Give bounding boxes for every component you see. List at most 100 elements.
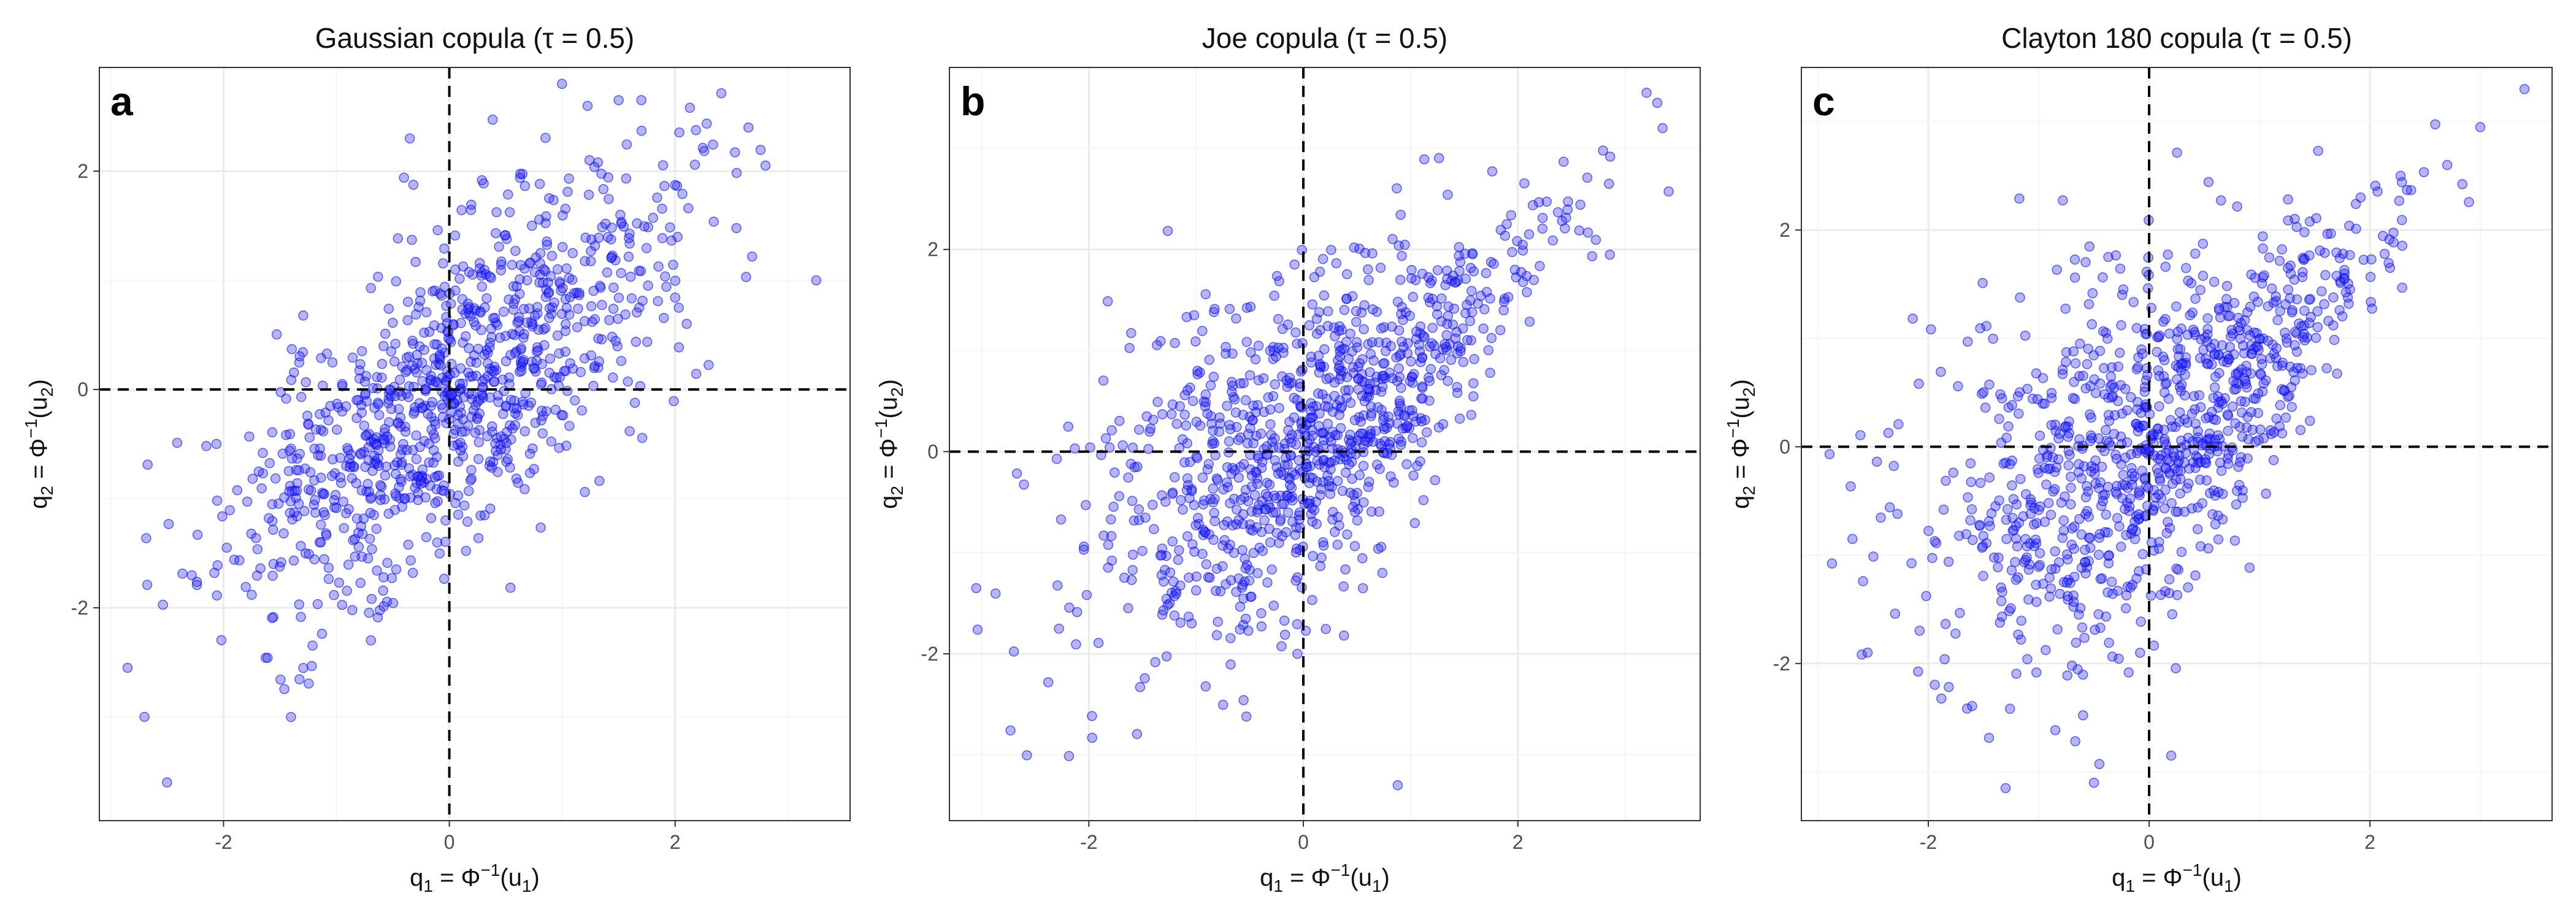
scatter-point (321, 530, 332, 541)
scatter-point (464, 267, 475, 278)
scatter-point (508, 281, 519, 292)
panel-border (99, 67, 851, 821)
scatter-point (2068, 346, 2079, 357)
scatter-point (2231, 384, 2242, 394)
scatter-point (552, 264, 563, 275)
scatter-point (2321, 363, 2332, 374)
scatter-point (672, 231, 683, 242)
scatter-point (402, 315, 413, 326)
scatter-point (1341, 269, 1352, 280)
scatter-point (2231, 369, 2241, 380)
scatter-point (2519, 84, 2530, 94)
scatter-point (643, 280, 653, 291)
scatter-point (1524, 316, 1535, 327)
scatter-point (2061, 347, 2072, 358)
scatter-point (431, 376, 441, 387)
scatter-point (631, 336, 642, 347)
scatter-point (972, 624, 983, 635)
scatter-point (1604, 178, 1614, 189)
scatter-point (288, 555, 299, 566)
scatter-point (2316, 286, 2327, 297)
scatter-point (232, 485, 243, 496)
scatter-point (366, 594, 377, 604)
scatter-point (303, 484, 314, 495)
scatter-point (162, 777, 172, 788)
scatter-point (275, 674, 286, 685)
scatter-point (2234, 480, 2245, 491)
scatter-point (1930, 535, 1940, 546)
scatter-point (1201, 559, 1212, 570)
x-tick-label: 2 (1512, 831, 1524, 853)
scatter-point (2232, 201, 2242, 212)
scatter-point (2192, 524, 2203, 535)
scatter-point (1440, 280, 1451, 291)
scatter-point (1319, 435, 1329, 446)
scatter-point (2053, 454, 2064, 465)
scatter-point (1974, 519, 1985, 531)
scatter-point (142, 580, 153, 590)
scatter-points (1824, 84, 2530, 794)
scatter-point (2214, 367, 2225, 378)
scatter-point (292, 478, 302, 489)
scatter-point (391, 276, 402, 287)
scatter-point (1378, 370, 1389, 381)
scatter-point (2058, 515, 2069, 526)
scatter-point (639, 221, 650, 232)
scatter-point (604, 194, 614, 204)
scatter-point (1994, 495, 2004, 506)
scatter-point (2194, 390, 2205, 401)
scatter-point (211, 439, 222, 450)
scatter-point (1307, 594, 1317, 605)
scatter-point (242, 496, 253, 507)
scatter-point (386, 404, 397, 415)
scatter-point (1923, 526, 1934, 536)
scatter-point (610, 335, 621, 347)
scatter-point (2063, 421, 2073, 432)
scatter-point (377, 372, 387, 383)
scatter-point (604, 315, 615, 326)
scatter-point (1334, 321, 1345, 332)
scatter-point (1221, 579, 1231, 589)
scatter-point (657, 203, 667, 214)
scatter-point (1167, 488, 1178, 499)
scatter-point (2207, 407, 2217, 417)
scatter-point (1343, 385, 1354, 396)
scatter-point (1330, 526, 1340, 537)
scatter-point (2125, 493, 2136, 504)
scatter-point (2056, 497, 2067, 508)
scatter-point (1198, 499, 1209, 510)
x-tick-label: -2 (1080, 831, 1097, 853)
scatter-point (2074, 370, 2085, 381)
scatter-point (388, 317, 398, 328)
scatter-point (2165, 415, 2176, 426)
scatter-point (329, 495, 340, 505)
scatter-point (2275, 400, 2285, 410)
scatter-point (1274, 276, 1284, 286)
scatter-point (1334, 374, 1345, 385)
scatter-point (1269, 490, 1279, 501)
scatter-point (2172, 343, 2183, 355)
scatter-point (2078, 370, 2088, 381)
scatter-point (2294, 318, 2304, 329)
scatter-point (1335, 395, 1345, 405)
scatter-point (2043, 497, 2054, 508)
scatter-point (613, 313, 623, 324)
scatter-point (315, 450, 326, 461)
scatter-point (439, 243, 450, 254)
scatter-point (2183, 478, 2194, 489)
scatter-point (1552, 207, 1563, 218)
scatter-point (564, 272, 575, 283)
scatter-point (1286, 437, 1297, 448)
scatter-point (1215, 586, 1226, 597)
scatter-point (1290, 529, 1301, 540)
scatter-point (1436, 316, 1447, 327)
scatter-point (351, 413, 362, 423)
scatter-point (2135, 648, 2145, 658)
scatter-point (1332, 475, 1343, 486)
scatter-point (1337, 486, 1348, 496)
scatter-point (2023, 594, 2034, 605)
scatter-point (536, 405, 547, 416)
scatter-point (1280, 452, 1291, 463)
scatter-point (450, 497, 461, 508)
scatter-point (1966, 504, 1977, 515)
